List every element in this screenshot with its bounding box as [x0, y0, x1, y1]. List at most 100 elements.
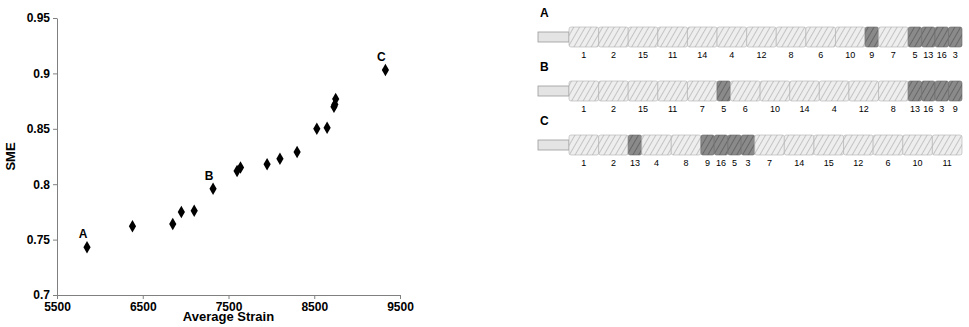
- element-label: 15: [824, 158, 834, 168]
- kneading-element: [728, 135, 741, 155]
- kneading-element: [922, 27, 935, 47]
- conveying-element: [814, 135, 844, 155]
- element-label: 5: [721, 104, 726, 114]
- tick-mark: [53, 184, 57, 185]
- conveying-element: [819, 81, 849, 101]
- kneading-element: [935, 81, 948, 101]
- element-label: 13: [923, 50, 933, 60]
- element-label: 10: [770, 104, 780, 114]
- kneading-element: [935, 27, 948, 47]
- element-label: 5: [732, 158, 737, 168]
- element-label: 9: [869, 50, 874, 60]
- point: [178, 206, 185, 218]
- point: [382, 64, 389, 76]
- conveying-element: [879, 27, 909, 47]
- y-axis-title: SME: [3, 142, 18, 171]
- element-label: 11: [668, 50, 677, 60]
- tick-mark: [143, 295, 144, 299]
- tick-mark: [57, 295, 58, 299]
- tick: 0.75: [27, 233, 57, 247]
- conveying-element: [903, 135, 933, 155]
- conveying-element: [755, 135, 785, 155]
- conveying-element: [760, 81, 790, 101]
- tick-label: 0.75: [27, 233, 51, 247]
- screw: B12151175610144128131639: [538, 60, 962, 114]
- tick-label: 0.85: [27, 122, 51, 136]
- conveying-element: [599, 81, 629, 101]
- point-label: C: [377, 50, 386, 64]
- element-label: 4: [832, 104, 837, 114]
- tick-mark: [53, 18, 57, 19]
- conveying-element: [569, 27, 599, 47]
- screw-letter: C: [540, 114, 549, 128]
- screw: C12134891653714151261011: [538, 114, 962, 168]
- element-label: 1: [581, 158, 586, 168]
- kneading-element: [922, 81, 935, 101]
- kneading-element: [908, 27, 921, 47]
- tick-label: 8500: [301, 300, 328, 314]
- tick-label: 0.8: [33, 178, 50, 192]
- scatter-chart: 550065007500850095000.70.750.80.850.90.9…: [3, 11, 414, 324]
- tick-label: 0.95: [27, 11, 51, 25]
- conveying-element: [569, 81, 599, 101]
- tick: 0.95: [27, 11, 57, 25]
- tick-label: 0.9: [33, 67, 50, 81]
- element-label: 8: [789, 50, 794, 60]
- shaft: [538, 86, 569, 96]
- conveying-element: [642, 135, 672, 155]
- element-label: 4: [654, 158, 659, 168]
- element-label: 15: [638, 50, 648, 60]
- conveying-element: [658, 27, 688, 47]
- conveying-element: [599, 27, 629, 47]
- kneading-element: [701, 135, 714, 155]
- element-label: 10: [845, 50, 855, 60]
- element-label: 6: [885, 158, 890, 168]
- tick: 0.8: [33, 178, 57, 192]
- tick: 0.9: [33, 67, 57, 81]
- kneading-element: [949, 27, 962, 47]
- element-label: 5: [912, 50, 917, 60]
- tick-mark: [229, 295, 230, 299]
- screw-letter: A: [540, 6, 549, 20]
- element-label: 15: [638, 104, 648, 114]
- element-label: 13: [630, 158, 640, 168]
- kneading-element: [714, 135, 727, 155]
- element-label: 16: [716, 158, 726, 168]
- element-label: 1: [581, 50, 586, 60]
- conveying-element: [879, 81, 909, 101]
- tick-mark: [53, 129, 57, 130]
- shaft: [538, 32, 569, 42]
- conveying-element: [671, 135, 701, 155]
- conveying-element: [784, 135, 814, 155]
- kneading-element: [717, 81, 730, 101]
- tick-mark: [314, 295, 315, 299]
- element-label: 10: [913, 158, 923, 168]
- conveying-element: [731, 81, 761, 101]
- element-label: 3: [939, 104, 944, 114]
- point: [83, 241, 90, 253]
- axis-line: [57, 19, 58, 296]
- element-label: 16: [923, 104, 933, 114]
- point: [237, 161, 244, 173]
- point: [276, 152, 283, 164]
- tick: 0.7: [33, 288, 57, 302]
- tick-mark: [400, 295, 401, 299]
- conveying-element: [628, 27, 658, 47]
- conveying-element: [658, 81, 688, 101]
- conveying-element: [849, 81, 879, 101]
- points: [83, 64, 389, 254]
- kneading-element: [628, 135, 641, 155]
- tick-label: 0.7: [33, 288, 50, 302]
- point: [332, 93, 339, 105]
- element-label: 6: [743, 104, 748, 114]
- kneading-element: [865, 27, 878, 47]
- conveying-element: [687, 81, 717, 101]
- y-axis: 0.7 0.75 0.8 0.85 0.9 0.95: [27, 11, 58, 302]
- element-label: 4: [729, 50, 734, 60]
- element-label: 11: [668, 104, 677, 114]
- point: [191, 205, 198, 217]
- point-labels: ABC: [79, 50, 386, 241]
- element-label: 7: [700, 104, 705, 114]
- tick-mark: [53, 240, 57, 241]
- element-label: 14: [800, 104, 810, 114]
